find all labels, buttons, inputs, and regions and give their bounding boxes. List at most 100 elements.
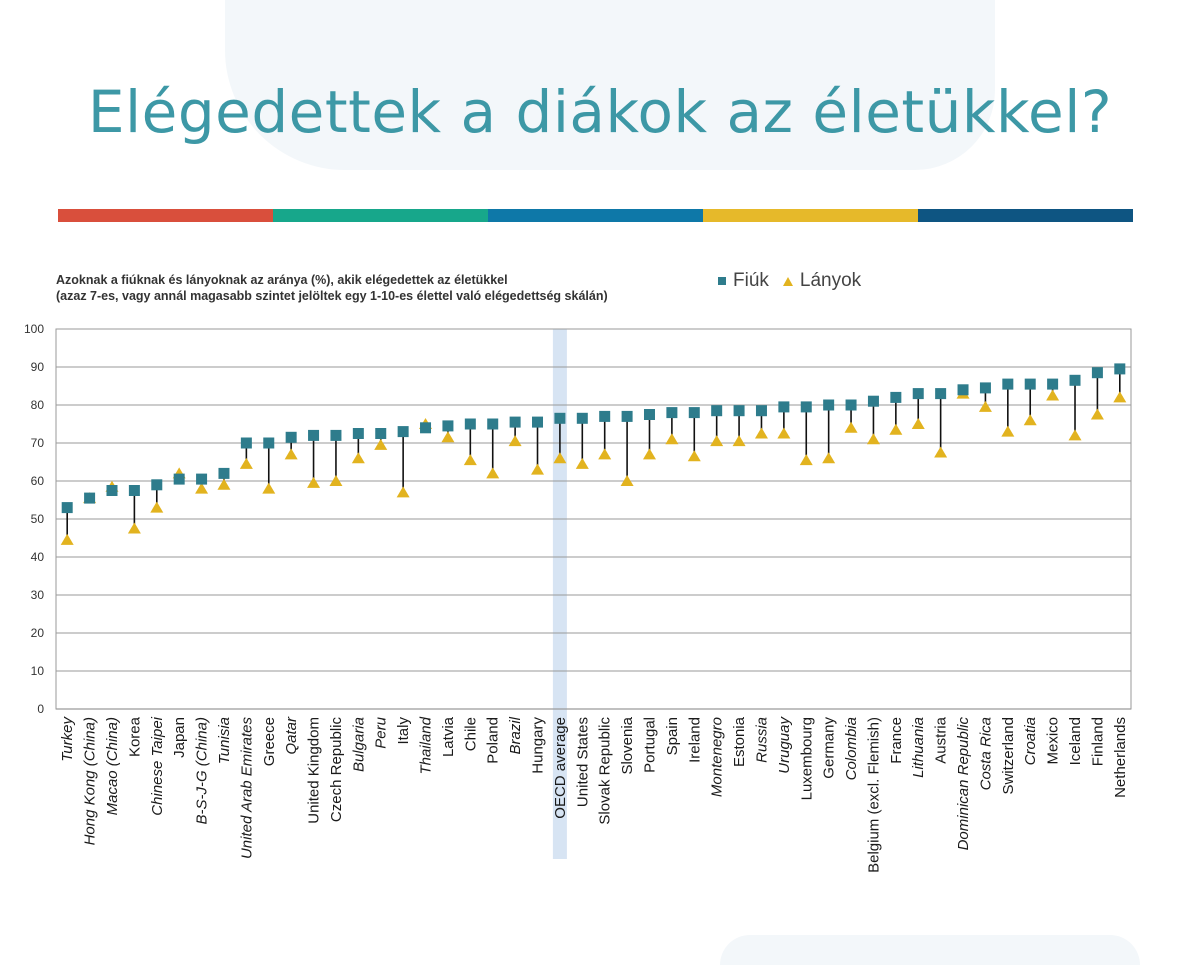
x-tick-label: Poland xyxy=(485,717,502,764)
x-tick-label: Montenegro xyxy=(709,717,726,797)
boys-point xyxy=(890,391,902,403)
x-tick-label: United Kingdom xyxy=(306,717,323,824)
girls-point xyxy=(217,478,231,490)
y-tick-label: 10 xyxy=(31,664,45,678)
girls-point xyxy=(866,433,880,445)
boys-point xyxy=(599,410,611,422)
boys-point xyxy=(397,426,409,438)
girls-point xyxy=(1001,425,1015,437)
y-tick-label: 40 xyxy=(31,550,45,564)
girls-point xyxy=(307,476,321,488)
x-tick-label: Switzerland xyxy=(1000,717,1017,795)
page-title: Elégedettek a diákok az életükkel? xyxy=(87,78,1113,146)
boys-point xyxy=(621,410,633,422)
stripe-segment-yellow xyxy=(703,209,918,222)
x-tick-label: United Arab Emirates xyxy=(238,717,255,860)
girls-point xyxy=(1046,389,1060,401)
girls-point xyxy=(1090,408,1104,420)
boys-point xyxy=(935,388,947,400)
x-tick-label: Ireland xyxy=(686,717,703,763)
x-tick-label: Brazil xyxy=(507,716,524,754)
boys-point xyxy=(733,405,745,417)
girls-point xyxy=(127,522,141,534)
boys-point xyxy=(464,418,476,430)
x-tick-label: Qatar xyxy=(283,716,300,755)
girls-point xyxy=(934,446,948,458)
girls-point xyxy=(889,423,903,435)
x-tick-label: Costa Rica xyxy=(977,717,994,790)
x-tick-label: Colombia xyxy=(843,717,860,780)
girls-point xyxy=(1023,414,1037,426)
x-tick-label: Luxembourg xyxy=(798,717,815,800)
boys-point xyxy=(823,399,835,411)
x-tick-label: Latvia xyxy=(440,716,457,757)
girls-point xyxy=(911,418,925,429)
boys-point xyxy=(61,502,73,514)
x-tick-label: Slovak Republic xyxy=(597,717,614,825)
girls-point xyxy=(262,482,276,494)
boys-point xyxy=(532,416,544,428)
girls-point xyxy=(60,533,74,545)
x-tick-label: Peru xyxy=(373,716,390,748)
boys-point xyxy=(308,429,320,441)
y-tick-label: 30 xyxy=(31,588,45,602)
girls-point xyxy=(508,435,522,447)
girls-point xyxy=(239,457,253,469)
stripe-segment-blue xyxy=(488,209,703,222)
boys-point xyxy=(666,407,678,419)
legend-label-boys: Fiúk xyxy=(733,270,769,291)
boys-point xyxy=(711,405,723,417)
x-tick-label: Chile xyxy=(462,717,479,751)
x-tick-label: Korea xyxy=(126,716,143,757)
boys-point xyxy=(375,428,387,439)
stripe-segment-navy xyxy=(918,209,1133,222)
x-tick-label: Austria xyxy=(933,716,950,763)
boys-point xyxy=(84,492,96,504)
girls-point xyxy=(642,448,656,460)
x-tick-label: Estonia xyxy=(731,716,748,767)
x-tick-label: B-S-J-G (China) xyxy=(194,717,211,825)
x-tick-label: Russia xyxy=(753,717,770,763)
legend-label-girls: Lányok xyxy=(799,270,862,291)
girls-point xyxy=(822,452,836,464)
x-tick-label: Netherlands xyxy=(1112,717,1129,798)
x-tick-label: Belgium (excl. Flemish) xyxy=(865,717,882,873)
girls-point xyxy=(777,427,791,439)
girls-point xyxy=(441,431,455,443)
girls-point xyxy=(284,448,298,460)
boys-point xyxy=(688,407,700,419)
boys-point xyxy=(1091,367,1103,379)
triangle-marker-icon xyxy=(782,276,793,286)
x-tick-label: Finland xyxy=(1089,717,1106,766)
x-tick-label: OECD average xyxy=(552,717,569,819)
x-tick-label: Tunisia xyxy=(216,717,233,764)
girls-point xyxy=(486,467,500,479)
x-tick-label: Mexico xyxy=(1045,717,1062,765)
boys-point xyxy=(330,429,342,441)
x-tick-label: Italy xyxy=(395,717,412,745)
boys-point xyxy=(1024,378,1036,390)
square-marker-icon xyxy=(718,277,726,285)
boys-point xyxy=(240,437,252,449)
x-tick-label: Bulgaria xyxy=(350,717,367,772)
x-tick-label: Macao (China) xyxy=(104,717,121,815)
x-tick-label: Hungary xyxy=(530,717,547,774)
boys-point xyxy=(128,485,140,496)
boys-point xyxy=(957,384,969,396)
chart-legend: Fiúk Lányok xyxy=(718,270,875,292)
x-tick-label: Dominican Republic xyxy=(955,717,972,851)
boys-point xyxy=(979,382,991,394)
x-tick-label: Japan xyxy=(171,717,188,758)
x-tick-label: France xyxy=(888,717,905,764)
y-tick-label: 50 xyxy=(31,512,45,526)
x-tick-label: Chinese Taipei xyxy=(149,716,166,815)
background-shape-top xyxy=(225,0,995,170)
x-tick-label: Greece xyxy=(261,717,278,766)
y-tick-label: 100 xyxy=(24,322,44,336)
chart-subtitle-line2: (azaz 7-es, vagy annál magasabb szintet … xyxy=(56,289,608,303)
x-tick-label: Spain xyxy=(664,717,681,755)
boys-point xyxy=(173,473,185,485)
legend-item-boys: Fiúk xyxy=(718,270,769,292)
y-tick-label: 20 xyxy=(31,626,45,640)
x-tick-label: Thailand xyxy=(418,716,435,774)
